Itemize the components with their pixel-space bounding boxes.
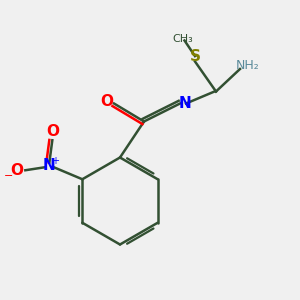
Text: O: O xyxy=(10,163,23,178)
Text: S: S xyxy=(190,49,200,64)
Text: O: O xyxy=(100,94,113,110)
Text: N: N xyxy=(43,158,56,173)
Text: +: + xyxy=(51,156,59,166)
Text: N: N xyxy=(178,96,191,111)
Text: NH₂: NH₂ xyxy=(236,59,260,73)
Text: CH₃: CH₃ xyxy=(172,34,194,44)
Text: −: − xyxy=(4,171,14,181)
Text: O: O xyxy=(46,124,59,139)
